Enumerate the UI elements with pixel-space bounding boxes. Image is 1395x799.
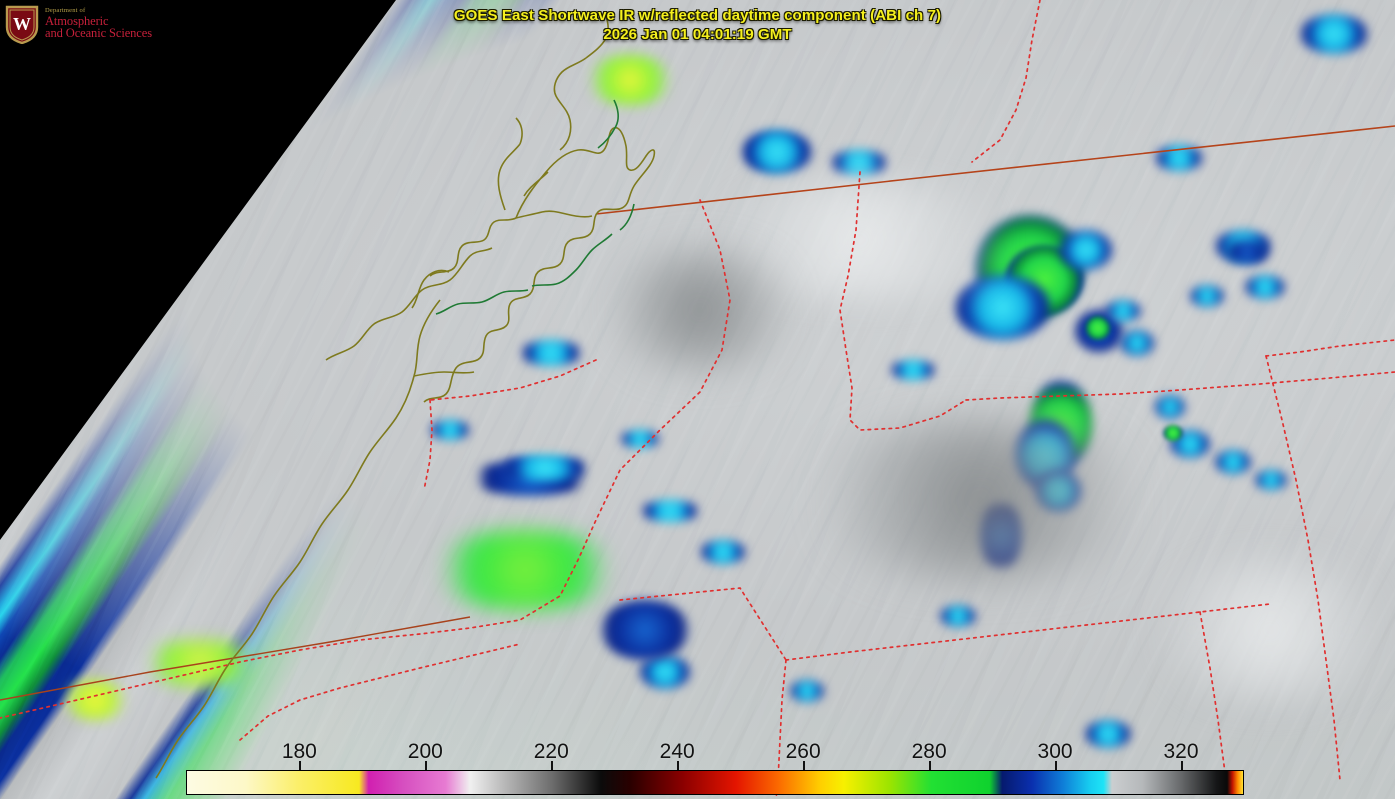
- coastline-highlight: [435, 99, 635, 315]
- colorbar-tick-label: 300: [1037, 740, 1073, 763]
- colorbar: 180 200 220 240 260 280 300 320: [186, 740, 1244, 795]
- colorbar-tick-label: 220: [533, 740, 569, 763]
- colorbar-scale: [186, 770, 1244, 795]
- coastline: [155, 11, 656, 779]
- colorbar-tick: [425, 761, 427, 770]
- colorbar-gradient: [187, 771, 1243, 794]
- colorbar-tick: [929, 761, 931, 770]
- colorbar-tick-label: 200: [407, 740, 443, 763]
- logo-line-oceanic: and Oceanic Sciences: [45, 26, 152, 41]
- logo-department-of: Department of: [45, 6, 86, 14]
- colorbar-labels: 180 200 220 240 260 280 300 320: [186, 738, 1244, 764]
- colorbar-tick-label: 280: [911, 740, 947, 763]
- colorbar-tick: [551, 761, 553, 770]
- colorbar-tick-label: 240: [659, 740, 695, 763]
- colorbar-tick-label: 320: [1163, 740, 1199, 763]
- colorbar-tick-label: 180: [281, 740, 317, 763]
- uw-crest-icon: W: [5, 5, 39, 44]
- crest-letter: W: [13, 14, 31, 34]
- logo-line-atmospheric: Atmospheric: [45, 13, 109, 28]
- international-border: [0, 125, 1395, 701]
- colorbar-tick: [1181, 761, 1183, 770]
- colorbar-tick: [803, 761, 805, 770]
- colorbar-tick: [1055, 761, 1057, 770]
- uw-aos-logo: W Department of Atmospheric and Oceanic …: [4, 2, 162, 46]
- colorbar-ticks: [186, 761, 1244, 770]
- colorbar-tick: [299, 761, 301, 770]
- colorbar-tick: [677, 761, 679, 770]
- colorbar-tick-label: 260: [785, 740, 821, 763]
